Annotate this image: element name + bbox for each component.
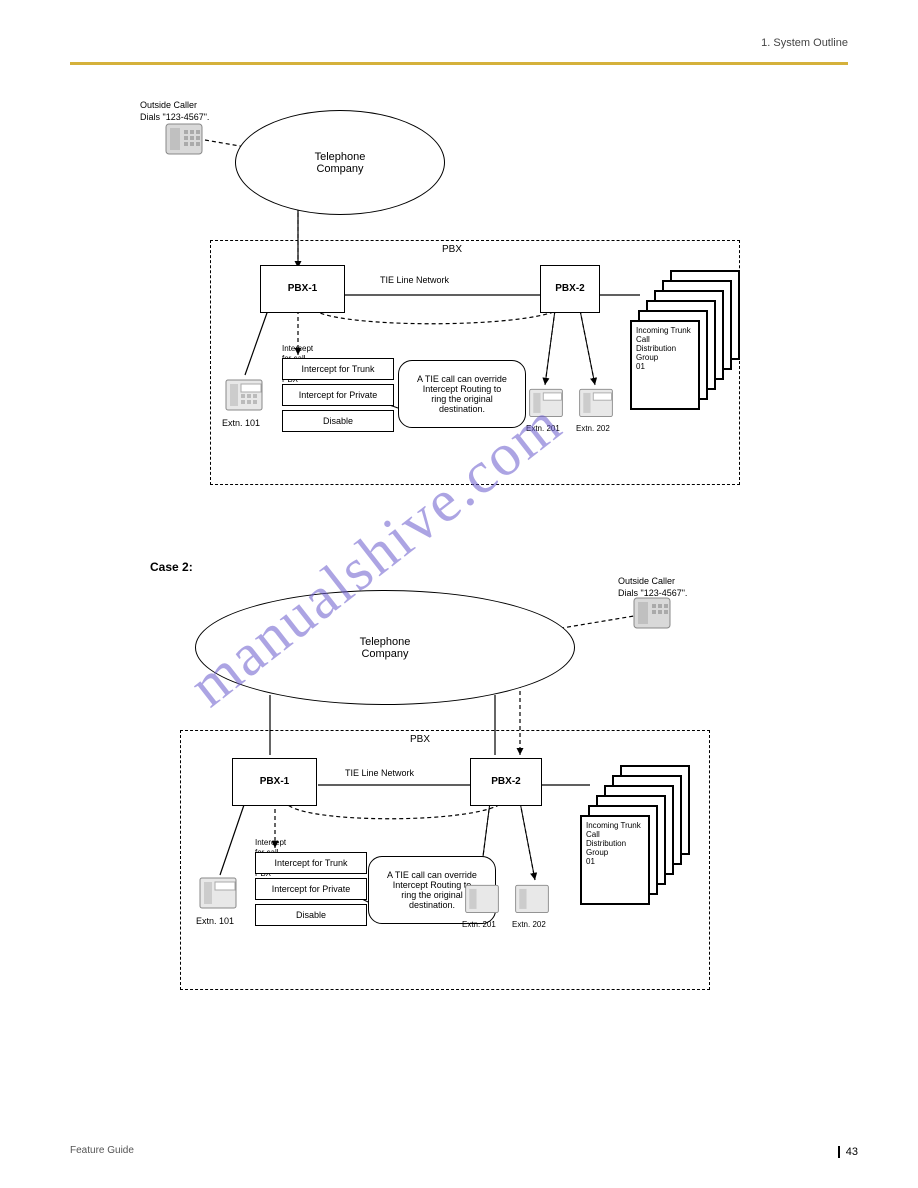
footer-left: Feature Guide xyxy=(70,1145,134,1156)
header-rule xyxy=(70,62,848,65)
pbx1-title: PBX-1 xyxy=(288,283,317,295)
phone-ext101-icon-2 xyxy=(196,870,240,914)
phone-ext202-label: Extn. 202 xyxy=(576,424,610,434)
pbx-title-2: PBX xyxy=(410,733,430,746)
pbx2-title-2: PBX-2 xyxy=(491,776,520,788)
tie-label-2: TIE Line Network xyxy=(345,768,414,780)
cloud-label-2: Telephone Company xyxy=(360,636,411,660)
phone-ext202-icon xyxy=(576,382,620,426)
page-number: 43 xyxy=(838,1146,858,1158)
diagram-2: Outside Caller Dials "123-4567". Telepho… xyxy=(150,580,750,1000)
row-1: Intercept for Trunk xyxy=(282,358,394,380)
phone-ext201-label: Extn. 201 xyxy=(526,424,560,434)
page: 1. System Outline xyxy=(0,0,918,1188)
pbx2-box: PBX-2 xyxy=(540,265,600,313)
phone-ext101-label: Extn. 101 xyxy=(222,418,260,430)
row-2: Intercept for Private xyxy=(282,384,394,406)
phone-ext201-label-2: Extn. 201 xyxy=(462,920,496,930)
phone-ext202-icon-2 xyxy=(512,878,556,922)
diagram-1: Outside Caller Dials "123-4567". Telepho… xyxy=(150,100,750,500)
row-3b: Disable xyxy=(255,904,367,926)
pbx1-box-2: PBX-1 xyxy=(232,758,317,806)
tie-label: TIE Line Network xyxy=(380,275,449,287)
phone-ext202-label-2: Extn. 202 xyxy=(512,920,546,930)
pbx2-box-2: PBX-2 xyxy=(470,758,542,806)
phone-ext201-icon-2 xyxy=(462,878,506,922)
row-2b: Intercept for Private xyxy=(255,878,367,900)
header-breadcrumb: 1. System Outline xyxy=(761,36,848,50)
pbx2-title: PBX-2 xyxy=(555,283,584,295)
phone-ext101-icon xyxy=(222,372,266,416)
external-phone-label: Outside Caller Dials "123-4567". xyxy=(140,100,209,123)
row-3: Disable xyxy=(282,410,394,432)
external-phone-icon xyxy=(162,118,206,162)
pbx1-box: PBX-1 xyxy=(260,265,345,313)
row-1b: Intercept for Trunk xyxy=(255,852,367,874)
external-phone-label-2: Outside Caller Dials "123-4567". xyxy=(618,576,687,599)
cloud-label: Telephone Company xyxy=(315,151,366,175)
pbx-title: PBX xyxy=(442,243,462,256)
phone-ext101-label-2: Extn. 101 xyxy=(196,916,234,928)
cloud-ellipse-2: Telephone Company xyxy=(195,590,575,705)
card-stack-front: Incoming Trunk Call Distribution Group 0… xyxy=(630,320,700,410)
speech-bubble: A TIE call can override Intercept Routin… xyxy=(398,360,526,428)
case-2-caption: Case 2: xyxy=(150,560,193,576)
card-stack-front-2: Incoming Trunk Call Distribution Group 0… xyxy=(580,815,650,905)
phone-ext201-icon xyxy=(526,382,570,426)
pbx1-title-2: PBX-1 xyxy=(260,776,289,788)
cloud-ellipse: Telephone Company xyxy=(235,110,445,215)
